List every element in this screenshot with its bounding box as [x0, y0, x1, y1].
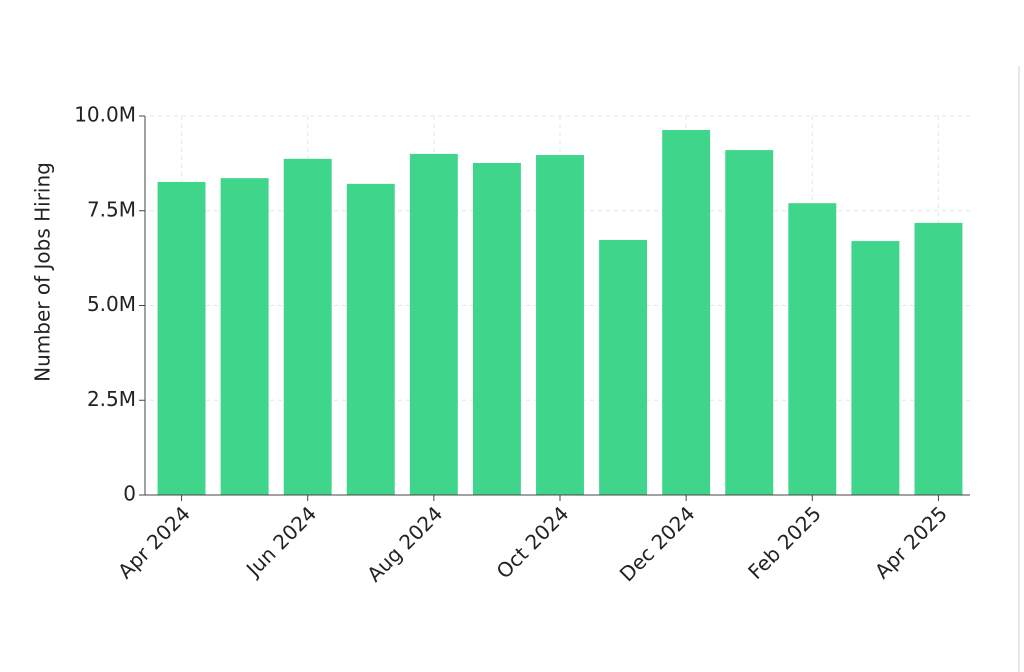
x-tick-label: Oct 2024 — [492, 501, 574, 583]
x-tick-label: Apr 2024 — [113, 501, 195, 583]
bar — [409, 153, 458, 495]
bar — [788, 203, 837, 496]
bar — [725, 150, 774, 496]
y-axis-label: Number of Jobs Hiring — [31, 162, 55, 382]
x-tick-label: Feb 2025 — [743, 501, 825, 583]
bar — [914, 222, 963, 496]
x-tick-label: Apr 2025 — [870, 501, 952, 583]
y-tick-label: 0 — [123, 482, 136, 506]
bar — [472, 162, 521, 495]
bar — [599, 239, 648, 495]
bar — [662, 130, 711, 495]
bar — [346, 183, 395, 495]
x-tick-label: Jun 2024 — [240, 501, 321, 582]
y-tick-label: 7.5M — [87, 197, 136, 221]
bar — [283, 158, 332, 495]
bar — [536, 155, 584, 496]
y-tick-label: 2.5M — [87, 387, 136, 411]
y-tick-label: 5.0M — [87, 292, 136, 316]
x-tick-label: Aug 2024 — [362, 501, 447, 586]
bar — [157, 181, 206, 496]
x-tick-label: Dec 2024 — [615, 501, 700, 586]
y-tick-label: 10.0M — [74, 103, 136, 127]
bar — [851, 241, 900, 495]
bar — [220, 178, 269, 495]
